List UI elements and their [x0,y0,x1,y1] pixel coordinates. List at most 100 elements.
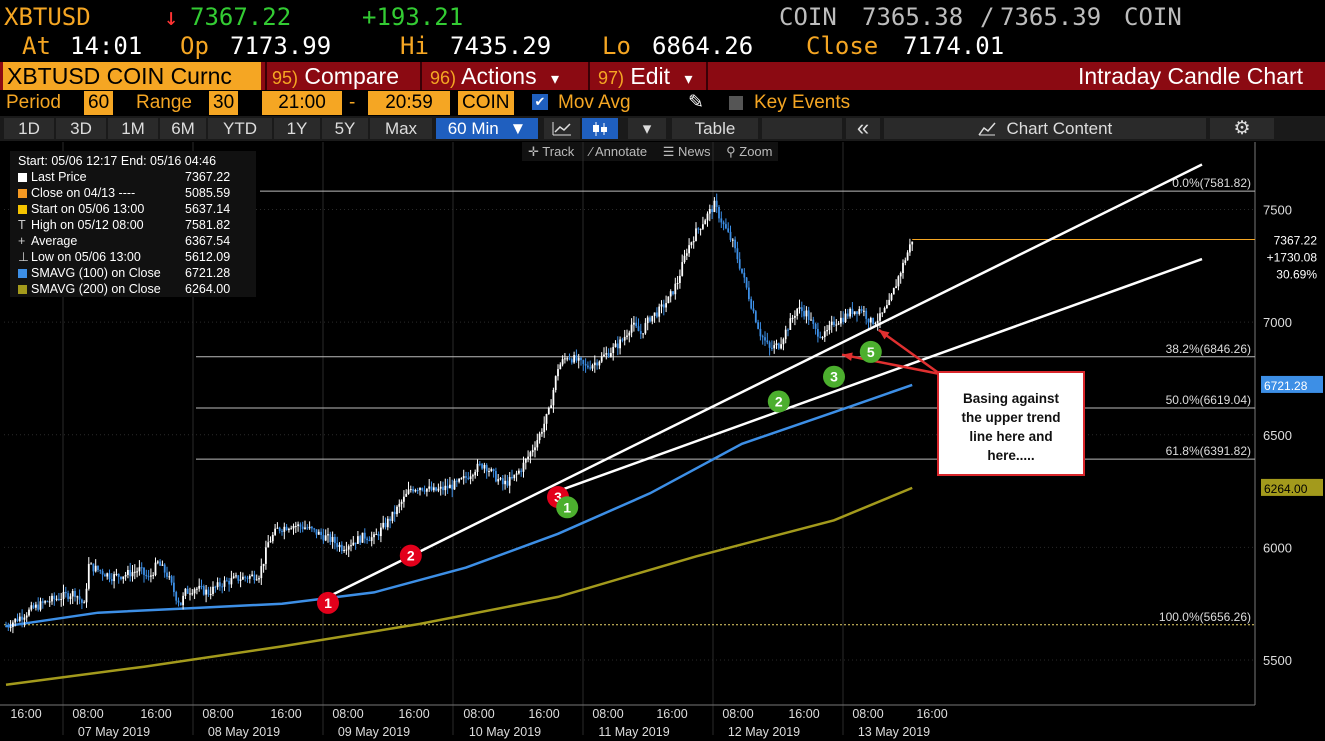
candle-body [449,484,451,489]
candle-body [598,361,601,366]
price-tick: 5500 [1263,653,1292,668]
actions-menu[interactable]: 96) Actions ▾ [430,62,559,90]
range-max-button[interactable]: Max [370,118,432,139]
legend-item[interactable]: SMAVG (100) on Close [18,265,161,281]
legend-item[interactable]: Start on 05/06 13:00 [18,201,144,217]
candle-body [179,602,182,606]
candle-body [414,490,417,492]
candle-body [87,563,90,589]
candle-body [421,487,424,491]
candle-body [630,324,633,333]
range-6m-button[interactable]: 6M [160,118,206,139]
legend-item[interactable]: + Average [18,233,77,249]
candle-body [122,576,125,579]
candle-chart-icon[interactable] [582,118,618,139]
time-tick: 08:00 [463,707,494,721]
candle-body [67,593,69,599]
candle-body [110,579,113,582]
candle-body [780,344,782,349]
range-3d-button[interactable]: 3D [56,118,106,139]
candle-body [329,534,332,542]
candle-body [485,464,488,472]
candle-body [869,317,872,323]
candle-body [101,571,104,575]
annotate-tool[interactable]: ⁄ Annotate [589,144,648,159]
candle-body [626,335,628,337]
candle-body [725,224,727,229]
chart-content-button[interactable]: Chart Content [884,118,1206,139]
ticker-field[interactable]: XBTUSD COIN Curnc [3,62,261,90]
legend-item[interactable]: SMAVG (200) on Close [18,281,161,297]
chart-type-caret-icon[interactable]: ▾ [628,118,666,139]
candle-body [99,569,102,572]
time-tick: 16:00 [656,707,687,721]
marker-label: 2 [407,548,415,564]
zoom-tool[interactable]: ⚲ Zoom [726,144,773,159]
candle-body [133,571,136,573]
candle-body [840,317,842,324]
price-tick: 7500 [1263,203,1292,218]
range-5y-button[interactable]: 5Y [322,118,368,139]
candle-body [370,537,373,541]
legend-item[interactable]: ⊥ Low on 05/06 13:00 [18,249,141,265]
candle-body [299,524,302,527]
range-input[interactable]: 30 [209,91,239,115]
source-select[interactable]: COIN [458,91,514,115]
key-events-checkbox[interactable] [729,96,743,110]
candle-body [462,476,465,479]
range-end-input[interactable]: 20:59 [368,91,450,115]
range-1m-button[interactable]: 1M [108,118,158,139]
candle-body [863,310,865,312]
candle-body [430,486,433,491]
interval-select[interactable]: 60 Min ▼ [436,118,538,139]
table-button[interactable]: Table [672,118,758,139]
range-ytd-button[interactable]: YTD [208,118,272,139]
key-events-label: Key Events [754,92,851,113]
candle-body [409,489,412,491]
candle-body [92,563,95,572]
candle-body [288,528,290,531]
line-chart-icon[interactable] [544,118,580,139]
candle-body [743,272,746,278]
candle-body [85,588,88,603]
legend-item[interactable]: T High on 05/12 08:00 [18,217,144,233]
compare-menu[interactable]: 95) Compare [272,62,399,90]
candle-body [860,309,863,311]
compare-number: 95) [272,68,299,88]
range-1d-button[interactable]: 1D [4,118,54,139]
gear-icon[interactable]: ⚙ [1210,118,1274,139]
price-tag-label: 7367.22 [1274,233,1318,247]
price-tag: 6264.00 [1261,478,1323,496]
callout-line: the upper trend [961,410,1061,425]
collapse-icon[interactable]: « [846,117,880,139]
candle-body [76,596,79,598]
range-1y-button[interactable]: 1Y [274,118,320,139]
track-tool[interactable]: ✛ Track [528,144,575,159]
legend-item[interactable]: Last Price [18,169,87,185]
pencil-icon[interactable]: ✎ [688,92,704,113]
candle-body [232,576,235,579]
candle-body [768,342,771,348]
candle-body [78,596,81,600]
candle-body [7,626,10,628]
candle-body [619,339,621,349]
candle-body [807,310,810,320]
period-input[interactable]: 60 [84,91,114,115]
mov-avg-checkbox[interactable]: ✔ [532,94,548,110]
candle-body [186,588,189,594]
candle-body [504,480,506,485]
candle-body [455,480,458,482]
candle-body [315,529,318,535]
news-tool[interactable]: ☰ News [662,144,711,159]
candle-body [904,260,907,263]
candle-body [688,245,690,254]
chart-tools: ✛ Track ⁄ Annotate ☰ News ⚲ Zoom [522,142,779,161]
legend-item[interactable]: Close on 04/13 ---- [18,185,135,201]
candle-body [628,332,631,336]
candle-body [228,580,230,585]
candle-body [281,530,283,532]
candle-body [892,288,895,295]
edit-menu[interactable]: 97) Edit ▾ [598,62,692,90]
toolbar-spacer [762,118,842,139]
range-start-input[interactable]: 21:00 [262,91,342,115]
